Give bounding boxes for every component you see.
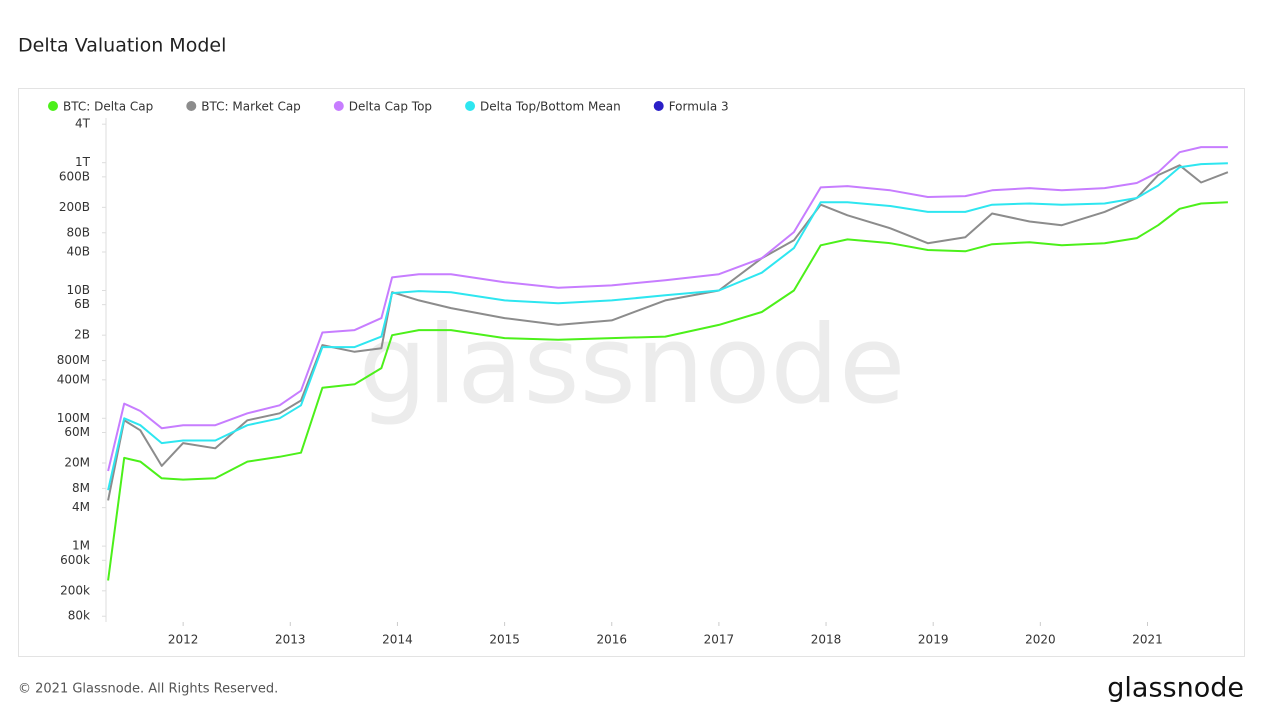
y-tick-label: 600k <box>60 553 90 567</box>
y-tick-label: 100M <box>57 411 90 425</box>
x-tick-label: 2018 <box>811 633 842 647</box>
legend-label: Delta Cap Top <box>349 100 432 114</box>
legend-item[interactable]: Formula 3 <box>653 100 729 114</box>
x-tick-label: 2016 <box>596 633 627 647</box>
legend-item[interactable]: BTC: Delta Cap <box>48 100 153 114</box>
x-tick-label: 2021 <box>1132 633 1163 647</box>
series-line <box>107 164 1229 501</box>
y-tick-label: 60M <box>64 425 90 439</box>
y-tick-label: 4T <box>75 117 91 131</box>
series-line <box>107 201 1228 581</box>
y-tick-label: 6B <box>74 297 90 311</box>
legend-label: Delta Top/Bottom Mean <box>480 100 621 114</box>
watermark: glassnode <box>359 303 906 428</box>
chart-title: Delta Valuation Model <box>18 35 226 57</box>
legend-swatch <box>48 101 58 111</box>
x-tick-label: 2014 <box>382 633 413 647</box>
y-tick-label: 10B <box>66 283 90 297</box>
y-tick-label: 200k <box>60 583 90 597</box>
x-tick-label: 2019 <box>918 633 949 647</box>
y-tick-label: 200B <box>59 200 90 214</box>
x-tick-label: 2017 <box>704 633 735 647</box>
x-tick-label: 2020 <box>1025 633 1056 647</box>
series-line <box>107 146 1228 472</box>
legend-label: BTC: Delta Cap <box>63 100 153 114</box>
y-tick-label: 4M <box>72 500 90 514</box>
y-tick-label: 2B <box>74 328 90 342</box>
legend-swatch <box>465 101 476 111</box>
footer: © 2021 Glassnode. All Rights Reserved. <box>18 682 278 697</box>
y-tick-label: 80B <box>66 225 90 239</box>
x-tick-label: 2012 <box>168 633 199 647</box>
y-tick-label: 80k <box>68 609 90 623</box>
y-tick-label: 1M <box>72 539 90 553</box>
logo: glassnode <box>1107 673 1244 704</box>
chart-frame <box>18 88 1245 657</box>
legend-item[interactable]: BTC: Market Cap <box>186 100 301 114</box>
x-tick-label: 2015 <box>489 633 520 647</box>
y-tick-label: 40B <box>66 245 90 259</box>
y-tick-label: 400M <box>57 372 90 386</box>
y-tick-label: 800M <box>57 353 90 367</box>
legend-item[interactable]: Delta Cap Top <box>333 100 432 114</box>
legend-swatch <box>186 101 197 111</box>
legend-label: Formula 3 <box>669 100 729 114</box>
legend-label: BTC: Market Cap <box>201 100 301 114</box>
y-tick-label: 1T <box>75 155 91 169</box>
series-line <box>107 162 1228 491</box>
legend-swatch <box>333 101 344 111</box>
y-tick-label: 600B <box>59 169 90 183</box>
legend-item[interactable]: Delta Top/Bottom Mean <box>465 100 621 114</box>
x-tick-label: 2013 <box>275 633 306 647</box>
y-tick-label: 8M <box>72 481 90 495</box>
y-tick-label: 20M <box>64 455 90 469</box>
legend-swatch <box>653 101 664 111</box>
